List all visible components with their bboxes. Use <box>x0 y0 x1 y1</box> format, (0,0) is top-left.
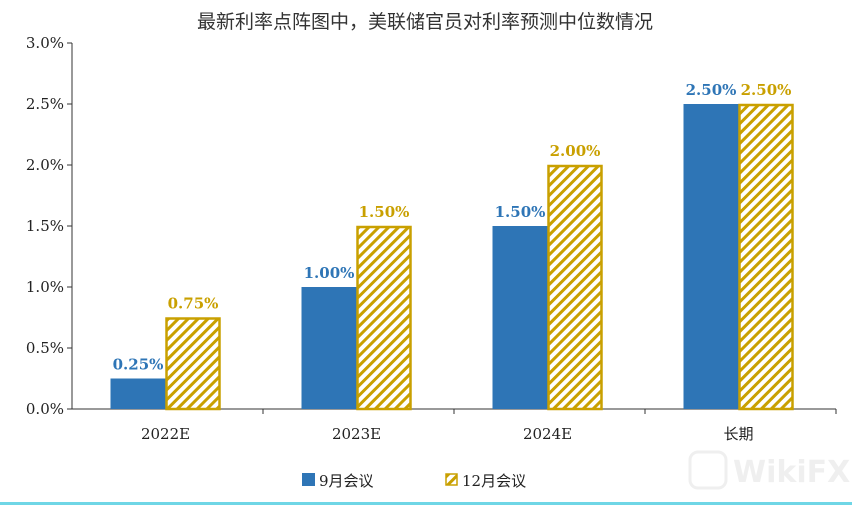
bar-12月会议 <box>738 103 794 411</box>
legend-swatch <box>445 473 458 486</box>
y-tick-label: 2.0% <box>26 156 64 174</box>
x-tick-label: 2022E <box>141 425 190 443</box>
legend-label: 12月会议 <box>462 472 526 490</box>
legend-swatch <box>302 473 315 486</box>
data-label: 1.50% <box>359 203 410 221</box>
data-label: 2.50% <box>686 81 737 99</box>
y-tick-label: 0.5% <box>26 339 64 357</box>
y-tick-label: 2.5% <box>26 95 64 113</box>
data-label: 2.00% <box>550 142 601 160</box>
bar-9月会议 <box>110 378 166 409</box>
x-tick-label: 2023E <box>332 425 381 443</box>
data-label: 0.25% <box>113 356 164 374</box>
watermark-text: WikiFX <box>733 455 850 490</box>
data-label: 1.00% <box>304 264 355 282</box>
y-tick-label: 1.0% <box>26 278 64 296</box>
bar-9月会议 <box>492 226 548 409</box>
data-label: 0.75% <box>168 295 219 313</box>
y-tick-label: 3.0% <box>26 34 64 52</box>
x-tick-label: 长期 <box>723 425 753 443</box>
bar-12月会议 <box>165 317 221 411</box>
x-tick-label: 2024E <box>523 425 572 443</box>
data-label: 2.50% <box>741 81 792 99</box>
chart-title: 最新利率点阵图中，美联储官员对利率预测中位数情况 <box>197 11 653 33</box>
watermark: WikiFX <box>688 450 850 490</box>
y-tick-label: 1.5% <box>26 217 64 235</box>
bar-12月会议 <box>547 164 603 411</box>
bottom-border <box>0 502 852 505</box>
bar-9月会议 <box>301 287 357 409</box>
legend-label: 9月会议 <box>319 472 374 490</box>
bar-9月会议 <box>683 104 739 409</box>
data-label: 1.50% <box>495 203 546 221</box>
bar-12月会议 <box>356 225 412 411</box>
y-tick-label: 0.0% <box>26 400 64 418</box>
